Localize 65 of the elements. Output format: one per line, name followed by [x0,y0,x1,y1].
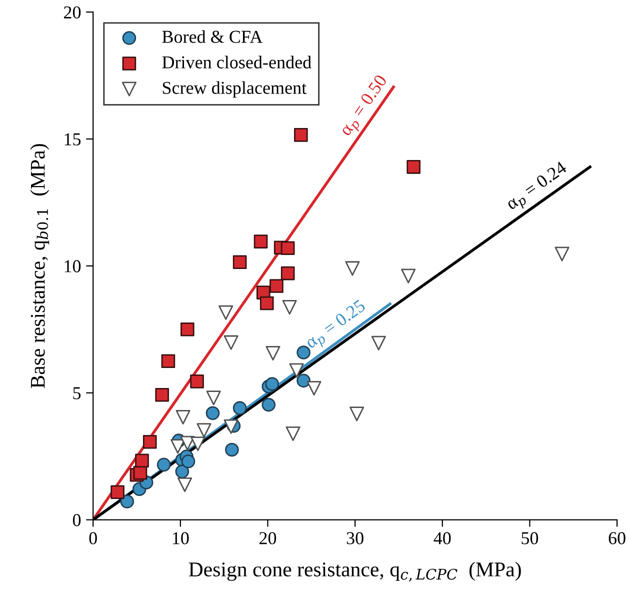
point [260,296,274,310]
point [180,436,195,450]
point [296,374,310,388]
legend-label: Bored & CFA [162,30,263,43]
point [280,266,295,280]
annotation: α$_{p}$ = 0.25 [304,299,370,353]
point [181,454,196,468]
legend-label: Driven closed-ended [162,56,312,68]
x-tick-label: 0 [89,532,97,544]
point [306,381,322,396]
point [265,377,280,391]
point [178,477,192,492]
point [254,234,268,248]
point [345,261,360,276]
y-tick-label: 20 [64,6,81,18]
point [280,241,295,256]
point [142,434,157,449]
point [401,268,416,284]
point [190,436,206,452]
annotation: α$_{p}$ = 0.24 [504,160,571,214]
point [232,255,247,270]
point [282,300,297,315]
point [155,388,169,402]
point [232,401,247,415]
point [206,406,220,420]
point [161,354,176,368]
point [262,398,276,412]
point [224,419,238,434]
point [406,160,420,174]
y-axis-title: Base resistance, q$_{b0.1}$ (MPa) [30,144,50,388]
point [135,454,149,468]
x-tick-label: 40 [434,532,451,544]
x-tick-label: 60 [608,532,626,544]
point [120,494,134,508]
point [270,279,284,293]
point [110,485,124,500]
point [218,305,234,320]
y-tick-label: 0 [72,514,81,526]
point [289,363,304,378]
y-tick-label: 15 [64,133,81,146]
point [176,410,190,425]
point [190,374,204,388]
legend-label: Screw displacement [162,81,306,98]
point [224,335,238,350]
point [170,439,186,454]
point [180,322,194,336]
x-tick-label: 20 [260,532,276,544]
x-tick-label: 30 [346,532,364,544]
point [286,426,300,442]
y-tick-label: 10 [64,260,81,272]
y-tick-label: 5 [73,387,81,400]
point [554,246,570,262]
x-tick-label: 50 [522,532,538,544]
x-axis-title: Design cone resistance, q$_{c,LCPC}$ (MPa) [188,562,521,582]
x-tick-label: 10 [172,532,189,544]
point [371,336,386,350]
point [175,464,190,478]
annotation: α$_{p}$ = 0.50 [338,74,392,140]
point [266,346,280,361]
point [206,390,221,406]
point [225,442,239,457]
point [296,346,310,360]
point [350,406,364,422]
point [156,458,171,472]
point [294,128,308,142]
